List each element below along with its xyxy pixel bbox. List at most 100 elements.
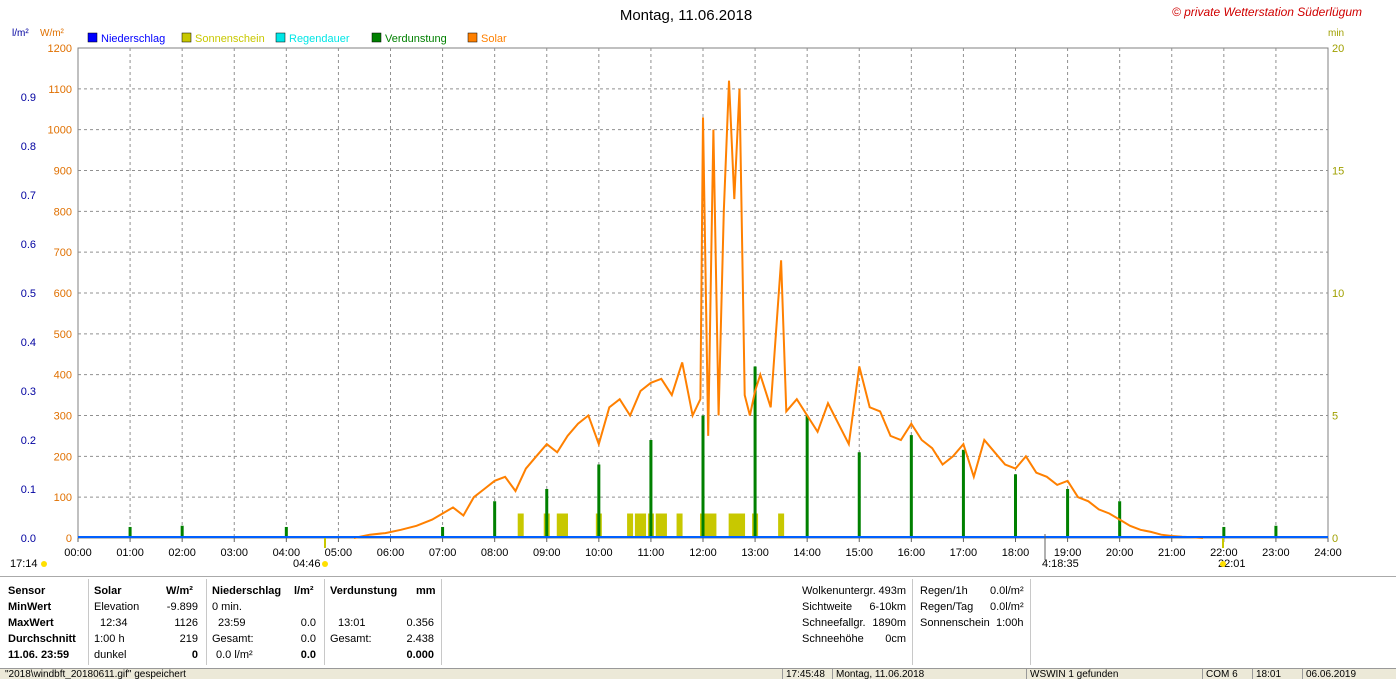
legend-label: Sonnenschein xyxy=(195,33,265,45)
rain-label: Regen/Tag xyxy=(920,601,974,613)
status-file: "2018\windbft_20180611.gif" gespeichert xyxy=(5,669,186,679)
weather-label: Wolkenuntergr. xyxy=(802,585,876,597)
y-axis-minutes: 0 5 10 15 20 xyxy=(1332,43,1344,545)
precip-date-value: 0.0 xyxy=(300,649,316,661)
sunset-label: 22:01 xyxy=(1218,558,1246,570)
x-tick-label: 01:00 xyxy=(116,547,144,559)
unit-precip-label: l/m² xyxy=(12,28,29,39)
x-tick-label: 12:00 xyxy=(689,547,717,559)
evaporation-bar xyxy=(493,501,497,537)
x-tick-label: 20:00 xyxy=(1106,547,1134,559)
x-tick-label: 05:00 xyxy=(325,547,353,559)
sunshine-bar xyxy=(676,513,683,537)
y-tick-minutes: 5 xyxy=(1332,411,1338,423)
x-tick-label: 17:00 xyxy=(950,547,978,559)
statistics-panel: Sensor MinWert MaxWert Durchschnitt 11.0… xyxy=(0,576,1396,669)
y-tick-solar: 1200 xyxy=(48,43,72,55)
evaporation-bar xyxy=(753,366,757,537)
evaporation-bar xyxy=(441,526,445,537)
solar-avg-label: 1:00 h xyxy=(94,633,125,645)
divider xyxy=(441,579,442,665)
y-tick-solar: 500 xyxy=(54,329,72,341)
legend-swatch xyxy=(87,32,98,43)
sunshine-bar xyxy=(561,513,568,537)
copyright-label: © private Wetterstation Süderlügum xyxy=(1172,5,1362,19)
x-tick-label: 08:00 xyxy=(481,547,509,559)
y-tick-precip: 0.5 xyxy=(21,288,36,300)
evaporation-bar xyxy=(1222,526,1226,537)
status-bar: "2018\windbft_20180611.gif" gespeichert … xyxy=(0,668,1396,679)
solar-series-line xyxy=(353,80,1204,539)
evaporation-bar xyxy=(1066,489,1070,537)
evaporation-bar xyxy=(649,440,653,537)
evaporation-bar xyxy=(180,525,184,537)
legend-swatch xyxy=(275,32,286,43)
y-tick-precip: 0.8 xyxy=(21,141,36,153)
x-tick-label: 07:00 xyxy=(429,547,457,559)
precip-date-label: 0.0 l/m² xyxy=(216,649,253,661)
y-tick-solar: 200 xyxy=(54,451,72,463)
x-tick-label: 09:00 xyxy=(533,547,561,559)
divider xyxy=(206,579,207,665)
sun-left-label: 17:14 xyxy=(10,558,38,570)
precip-max-time: 23:59 xyxy=(218,617,246,629)
y-tick-precip: 0.6 xyxy=(21,239,36,251)
evaporation-bar xyxy=(857,452,861,537)
sunshine-bar xyxy=(733,513,740,537)
solar-unit: W/m² xyxy=(166,585,193,597)
legend-swatch xyxy=(181,32,192,43)
unit-solar-label: W/m² xyxy=(40,28,65,39)
right-marker-label: 4:18:35 xyxy=(1042,558,1079,570)
weather-label: Sichtweite xyxy=(802,601,853,613)
sunshine-bar xyxy=(710,513,717,537)
evap-avg-label: Gesamt: xyxy=(330,633,372,645)
precip-avg-value: 0.0 xyxy=(300,633,316,645)
y-tick-solar: 1100 xyxy=(48,84,72,96)
legend-label: Regendauer xyxy=(289,33,350,45)
y-tick-solar: 800 xyxy=(54,206,72,218)
y-tick-solar: 100 xyxy=(54,492,72,504)
sunshine-bar xyxy=(627,513,634,537)
y-tick-solar: 300 xyxy=(54,411,72,423)
sunrise-label: 04:46 xyxy=(293,558,321,570)
x-tick-label: 18:00 xyxy=(1002,547,1030,559)
row-label-date: 11.06. 23:59 xyxy=(8,649,70,661)
legend-label: Verdunstung xyxy=(385,33,447,45)
y-tick-solar: 900 xyxy=(54,166,72,178)
divider xyxy=(912,579,913,665)
legend-swatch xyxy=(371,32,382,43)
sunshine-bar xyxy=(640,513,647,537)
evaporation-bar xyxy=(701,415,705,537)
precip-max-value: 0.0 xyxy=(300,617,316,629)
x-tick-label: 02:00 xyxy=(168,547,196,559)
sunset-dot xyxy=(1220,561,1226,567)
solar-max-value: 1126 xyxy=(174,617,198,629)
divider xyxy=(324,579,325,665)
row-label-max: MaxWert xyxy=(8,617,54,629)
sunshine-bar xyxy=(655,513,662,537)
status-date: Montag, 11.06.2018 xyxy=(832,669,1026,679)
sensor-header: Sensor xyxy=(8,585,46,597)
x-tick-label: 23:00 xyxy=(1262,547,1290,559)
weather-label: Schneefallgr. xyxy=(802,617,866,629)
sunshine-bar xyxy=(705,513,712,537)
status-wswin: WSWIN 1 gefunden xyxy=(1026,669,1202,679)
legend-label: Niederschlag xyxy=(101,33,165,45)
y-tick-precip: 0.3 xyxy=(21,386,36,398)
row-label-avg: Durchschnitt xyxy=(8,633,76,645)
sun-markers: 17:14 04:46 4:18:35 22:01 xyxy=(10,534,1246,570)
x-tick-label: 13:00 xyxy=(741,547,769,559)
sunshine-bar xyxy=(739,513,746,537)
sunshine-series xyxy=(517,513,785,537)
x-tick-label: 00:00 xyxy=(64,547,92,559)
evap-max-time: 13:01 xyxy=(338,617,366,629)
solar-date-value: 0 xyxy=(191,649,198,661)
evap-avg-value: 2.438 xyxy=(406,633,434,645)
y-tick-precip: 0.0 xyxy=(21,533,36,545)
status-clock: 18:01 xyxy=(1252,669,1302,679)
status-com: COM 6 xyxy=(1202,669,1252,679)
x-tick-label: 16:00 xyxy=(898,547,926,559)
solar-min-value: -9.899 xyxy=(166,601,198,613)
weather-label: Schneehöhe xyxy=(802,633,864,645)
x-tick-label: 04:00 xyxy=(273,547,301,559)
